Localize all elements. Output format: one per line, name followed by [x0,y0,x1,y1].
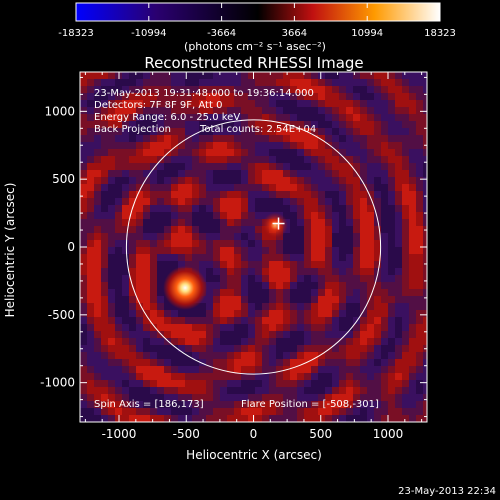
solar-limb [125,119,382,375]
colorbar-tick-label: -3664 [207,28,236,39]
y-tick-label: 500 [52,172,75,186]
spin-axis-crosshair [272,217,285,230]
axes: -1000 -500 0 500 1000 -1000 -500 0 500 1000 [40,72,427,441]
time-range: 23-May-2013 19:31:48.000 to 19:36:14.000 [94,88,314,99]
colorbar-tick-label: 10994 [351,28,383,39]
colorbar-tick-label: -10994 [131,28,166,39]
colorbar-label: (photons cm⁻² s⁻¹ asec⁻²) [184,40,326,53]
source-point [163,265,208,310]
source-point [262,212,289,239]
x-tick-label: 0 [250,427,258,441]
x-tick-label: 500 [309,427,332,441]
x-tick-label: 1000 [373,427,404,441]
plot-area [79,71,428,423]
colorbar-tick-label: 18323 [424,28,456,39]
total-counts: Total counts: 2.54E+04 [199,124,316,135]
flare-position: Flare Position = [-508,-301] [241,399,379,410]
chart-title: Reconstructed RHESSI Image [144,54,363,72]
x-tick-label: -500 [173,427,200,441]
x-axis-label: Heliocentric X (arcsec) [186,448,322,462]
x-tick-label: -1000 [102,427,137,441]
footer-timestamp: 23-May-2013 22:34 [398,486,496,497]
method: Back Projection [94,124,171,135]
y-tick-label: -500 [48,308,75,322]
spin-axis: Spin Axis = [186,173] [94,399,204,410]
colorbar [75,2,441,22]
detectors: Detectors: 7F 8F 9F, Att 0 [94,100,222,111]
y-tick-label: 0 [67,240,75,254]
y-tick-label: -1000 [40,376,75,390]
y-axis-label: Heliocentric Y (arcsec) [3,183,17,318]
fringe-pattern [80,72,427,422]
colorbar-tick-label: -18323 [58,28,93,39]
colorbar-tick-label: 3664 [282,28,307,39]
energy-range: Energy Range: 6.0 - 25.0 keV [94,112,240,123]
y-tick-label: 1000 [44,104,75,118]
colorbar-ticks: -18323 -10994 -3664 3664 10994 18323 [58,3,456,39]
